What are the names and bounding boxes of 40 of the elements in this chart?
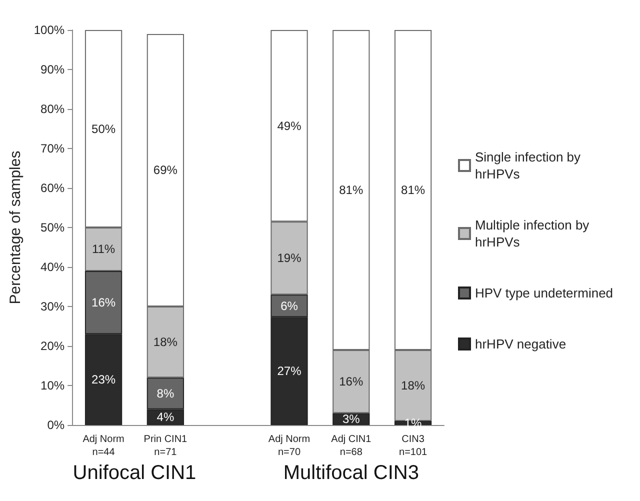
y-tick-label: 10% <box>40 378 65 392</box>
y-tick-label: 20% <box>40 339 65 353</box>
data-label: 18% <box>153 335 178 350</box>
y-tick-label: 50% <box>40 220 65 234</box>
y-axis-title: Percentage of samples <box>7 150 24 304</box>
legend-label: hrHPV negative <box>475 336 566 352</box>
y-tick-label: 80% <box>40 102 65 116</box>
data-label: 6% <box>280 298 298 313</box>
x-tick-label: Adj Norm n=70 <box>268 434 310 458</box>
y-tick-label: 90% <box>40 62 65 76</box>
x-tick-label: Adj Norm n=44 <box>82 434 124 458</box>
y-tick-label: 70% <box>40 142 65 156</box>
data-label: 81% <box>339 182 364 197</box>
y-tick-label: 100% <box>34 23 65 37</box>
data-label: 81% <box>401 182 426 197</box>
x-tick-label: Prin CIN1 n=71 <box>144 434 188 458</box>
data-label: 4% <box>156 410 174 424</box>
y-tick-label: 30% <box>40 300 65 314</box>
data-label: 19% <box>277 251 302 266</box>
legend-label: Single infection by hrHPVs <box>475 150 584 182</box>
text: Unifocal CIN1 <box>72 462 196 484</box>
data-label: 49% <box>277 118 302 133</box>
x-tick-label: CIN3 n=101 <box>399 434 428 458</box>
data-label: 11% <box>92 242 116 256</box>
data-label: 16% <box>339 374 364 389</box>
data-label: 69% <box>153 163 178 178</box>
y-tick-label: 60% <box>40 181 65 195</box>
data-label: 16% <box>92 296 116 310</box>
legend-label: HPV type undetermined <box>475 286 614 300</box>
data-label: 27% <box>277 364 302 378</box>
text: Multifocal CIN3 <box>283 462 419 484</box>
y-tick-label: 0% <box>47 418 65 432</box>
data-label: 8% <box>156 386 174 400</box>
data-label: 23% <box>92 372 116 387</box>
data-label: 50% <box>92 122 116 136</box>
x-tick-label: Adj CIN1 n=68 <box>331 434 372 458</box>
y-tick-label: 40% <box>40 260 65 274</box>
data-label: 18% <box>401 378 426 392</box>
legend-label: Multiple infection by hrHPVs <box>475 218 593 250</box>
data-label: 3% <box>342 412 360 426</box>
